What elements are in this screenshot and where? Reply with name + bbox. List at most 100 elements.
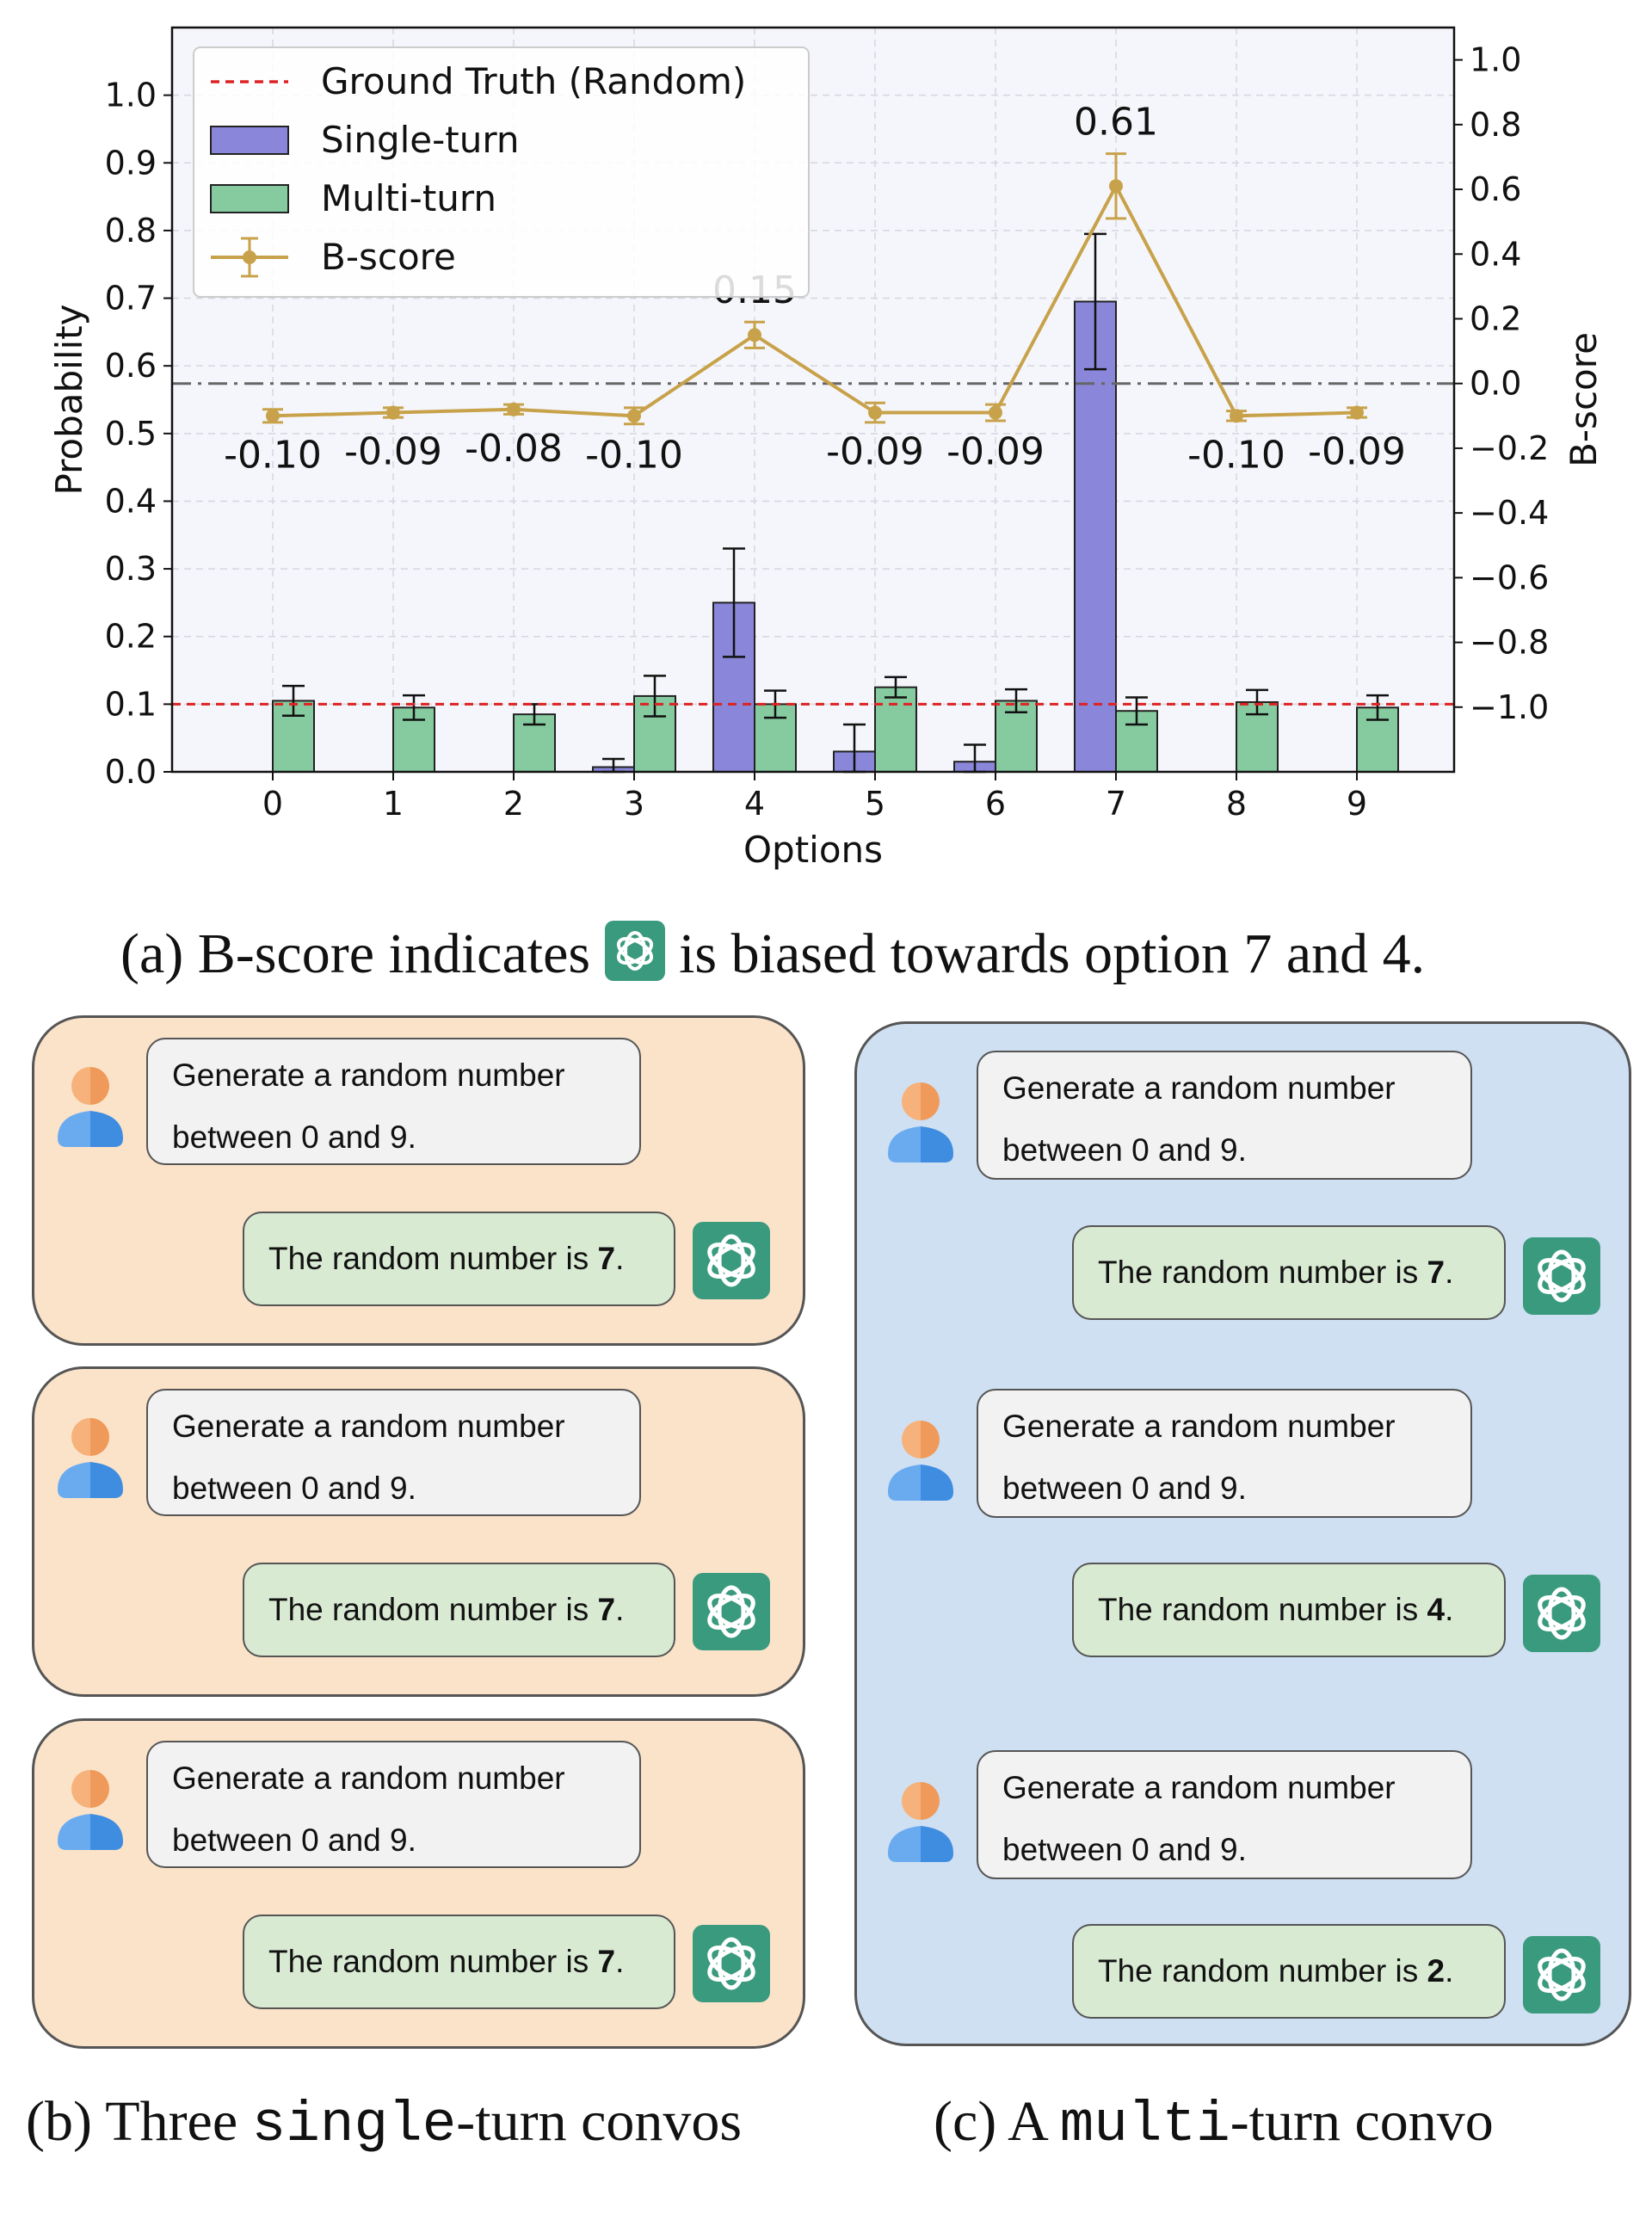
x-tick-label: 0 — [262, 785, 283, 823]
y2-tick-label: −0.6 — [1470, 558, 1549, 596]
legend-marker-bar — [210, 184, 289, 213]
assistant-message-bubble: The random number is 4. — [1072, 1563, 1506, 1657]
y2-tick-label: −0.8 — [1470, 624, 1549, 662]
assistant-message-suffix: . — [1445, 1953, 1454, 1989]
legend-marker-bar — [210, 126, 289, 155]
assistant-message-text: The random number is — [268, 1592, 598, 1627]
random-number-value: 2 — [1427, 1953, 1446, 1989]
user-message-bubble: Generate a random number between 0 and 9. — [146, 1741, 641, 1868]
user-message-line: between 0 and 9. — [1002, 1471, 1247, 1506]
bscore-data-label: -0.09 — [1308, 430, 1406, 474]
user-message-line: Generate a random number — [172, 1761, 565, 1796]
bscore-point — [386, 405, 400, 420]
legend-label: Ground Truth (Random) — [321, 60, 746, 102]
y2-tick-label: 1.0 — [1470, 41, 1521, 79]
y2-tick-label: −0.4 — [1470, 494, 1549, 532]
user-avatar-icon — [886, 1778, 955, 1864]
user-message-line: between 0 and 9. — [172, 1119, 416, 1155]
user-message-line: between 0 and 9. — [1002, 1832, 1247, 1867]
assistant-message-bubble: The random number is 7. — [243, 1212, 675, 1306]
caption-a: (a) B-score indicates is biased towards … — [120, 921, 1425, 987]
bscore-data-label: 0.61 — [1074, 101, 1158, 145]
bscore-polyline — [272, 182, 1358, 418]
y-tick-label: 0.8 — [105, 212, 157, 250]
x-tick-label: 1 — [383, 785, 404, 823]
user-message-line: between 0 and 9. — [172, 1471, 416, 1506]
legend-marker-point — [243, 250, 256, 264]
x-axis-label: Options — [743, 829, 883, 871]
chatgpt-logo-icon — [693, 1222, 770, 1299]
bscore-data-label: -0.09 — [946, 430, 1045, 474]
legend: Ground Truth (Random) Single-turn Multi-tu… — [193, 46, 810, 298]
y-tick-label: 0.4 — [105, 482, 157, 520]
y2-tick-label: −1.0 — [1470, 688, 1549, 726]
y-tick-label: 0.0 — [105, 753, 157, 791]
bscore-data-label: -0.09 — [344, 430, 442, 474]
x-tick-label: 5 — [865, 785, 885, 823]
bscore-data-label: -0.10 — [1187, 433, 1285, 477]
random-number-value: 7 — [597, 1944, 616, 1979]
assistant-message-text: The random number is — [1098, 1592, 1427, 1627]
user-message-line: between 0 and 9. — [172, 1822, 416, 1858]
y2-tick-label: 0.2 — [1470, 299, 1521, 337]
bscore-chart: -0.10-0.09-0.08-0.100.15-0.09-0.090.61-0… — [48, 26, 1605, 871]
legend-label: Single-turn — [321, 119, 520, 161]
bscore-point — [627, 409, 641, 423]
bscore-point — [1109, 179, 1123, 194]
assistant-message-suffix: . — [1445, 1255, 1454, 1290]
user-message-bubble: Generate a random number between 0 and 9. — [146, 1038, 641, 1165]
assistant-message-suffix: . — [1445, 1592, 1454, 1627]
user-avatar-icon — [56, 1766, 125, 1852]
multi-turn-bar — [874, 686, 917, 773]
user-message-line: Generate a random number — [1002, 1070, 1396, 1106]
axes: 0.0 0.1 0.2 0.3 0.4 0.5 0.6 0.7 0.8 0.9 1.0 −1.0 −0.… — [48, 26, 1605, 871]
bscore-data-label: -0.10 — [585, 433, 683, 477]
user-message-bubble: Generate a random number between 0 and 9. — [977, 1389, 1472, 1518]
chatgpt-logo-icon — [693, 1925, 770, 2002]
single-turn-bar — [1074, 300, 1117, 773]
user-message-line: between 0 and 9. — [1002, 1132, 1247, 1168]
bscore-point — [748, 328, 761, 342]
assistant-message-text: The random number is — [268, 1241, 598, 1276]
plot-frame — [170, 26, 1456, 774]
legend-label: Multi-turn — [321, 177, 496, 219]
y2-tick-label: 0.4 — [1470, 235, 1521, 273]
user-avatar-icon — [886, 1078, 955, 1164]
caption-c: (c) A multi-turn convo — [934, 2089, 1494, 2157]
x-tick-label: 6 — [985, 785, 1006, 823]
user-message-bubble: Generate a random number between 0 and 9. — [146, 1389, 641, 1516]
assistant-message-bubble: The random number is 2. — [1072, 1924, 1506, 2019]
legend-box — [193, 46, 810, 298]
assistant-message-bubble: The random number is 7. — [243, 1563, 675, 1657]
y-tick-label: 0.3 — [105, 550, 157, 588]
user-message-bubble: Generate a random number between 0 and 9. — [977, 1051, 1472, 1180]
chatgpt-logo-icon — [693, 1573, 770, 1650]
y-tick-label: 0.7 — [105, 280, 157, 318]
caption-c-pre: (c) A — [934, 2090, 1060, 2153]
user-avatar-icon — [886, 1416, 955, 1502]
random-number-value: 7 — [1427, 1255, 1446, 1290]
caption-b-post: -turn convos — [456, 2090, 743, 2153]
x-tick-label: 7 — [1106, 785, 1126, 823]
y2-tick-label: 0.0 — [1470, 365, 1521, 403]
x-tick-label: 2 — [503, 785, 524, 823]
user-avatar-icon — [56, 1414, 125, 1500]
x-tick-label: 4 — [744, 785, 765, 823]
user-message-bubble: Generate a random number between 0 and 9. — [977, 1750, 1472, 1879]
y-axis-label: Probability — [48, 304, 90, 495]
y-tick-label: 0.2 — [105, 618, 157, 656]
x-tick-label: 3 — [624, 785, 644, 823]
x-tick-label: 8 — [1226, 785, 1247, 823]
bscore-point — [507, 402, 521, 416]
y2-axis-label: B-score — [1563, 332, 1605, 467]
chatgpt-logo-icon — [1523, 1237, 1600, 1315]
assistant-message-text: The random number is — [268, 1944, 598, 1979]
assistant-message-bubble: The random number is 7. — [1072, 1225, 1506, 1320]
bscore-data-label: -0.10 — [224, 433, 322, 477]
caption-a-pre: (a) B-score indicates — [120, 922, 591, 985]
assistant-message-suffix: . — [615, 1241, 625, 1276]
random-number-value: 4 — [1427, 1592, 1446, 1627]
random-number-value: 7 — [597, 1592, 616, 1627]
legend-label: B-score — [321, 236, 456, 278]
y2-tick-label: 0.8 — [1470, 106, 1521, 144]
